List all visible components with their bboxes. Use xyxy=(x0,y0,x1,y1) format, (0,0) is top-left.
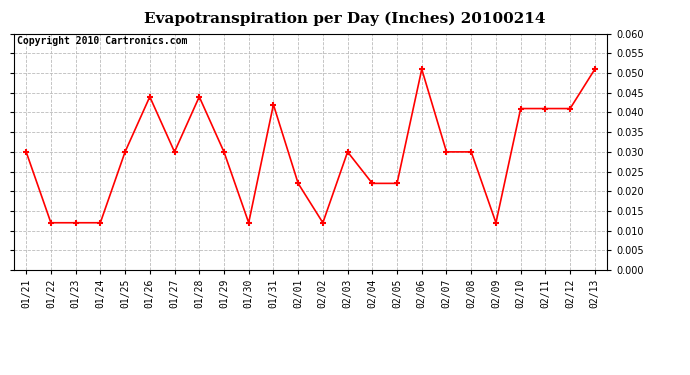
Text: Copyright 2010 Cartronics.com: Copyright 2010 Cartronics.com xyxy=(17,36,187,46)
Text: Evapotranspiration per Day (Inches) 20100214: Evapotranspiration per Day (Inches) 2010… xyxy=(144,11,546,26)
